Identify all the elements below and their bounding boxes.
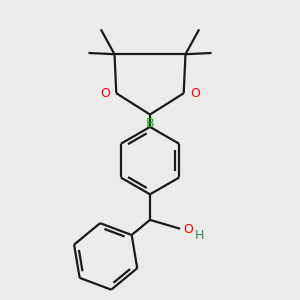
Text: H: H bbox=[195, 229, 204, 242]
Text: O: O bbox=[190, 87, 200, 100]
Text: O: O bbox=[184, 223, 194, 236]
Text: O: O bbox=[100, 87, 110, 100]
Text: B: B bbox=[146, 117, 154, 130]
